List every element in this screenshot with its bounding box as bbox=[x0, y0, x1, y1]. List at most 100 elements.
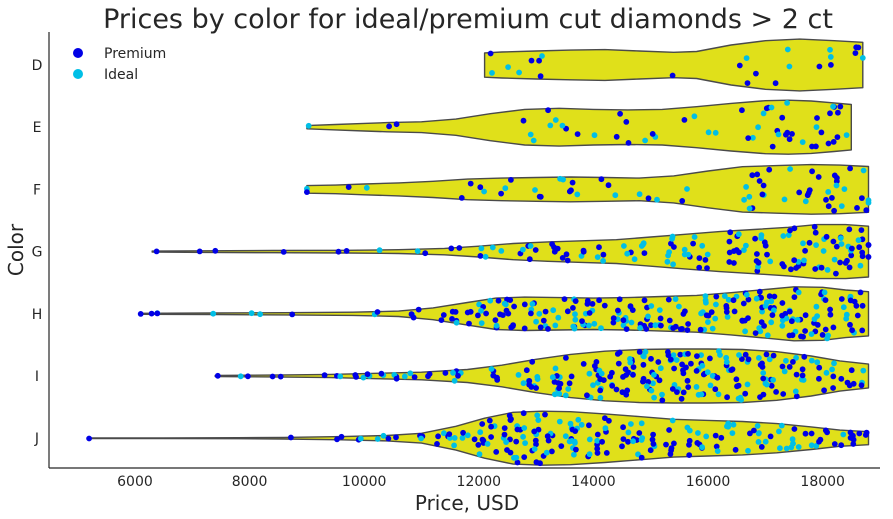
data-point bbox=[703, 312, 710, 319]
data-point bbox=[695, 391, 702, 398]
data-point bbox=[736, 352, 742, 358]
data-point bbox=[786, 136, 793, 143]
data-point bbox=[532, 437, 539, 444]
data-point bbox=[688, 360, 694, 367]
data-point bbox=[572, 316, 579, 323]
data-point bbox=[594, 431, 601, 438]
data-point bbox=[535, 417, 542, 423]
data-point bbox=[850, 441, 857, 447]
data-point bbox=[834, 175, 840, 181]
data-point bbox=[742, 390, 749, 397]
data-point bbox=[777, 445, 783, 452]
data-point bbox=[749, 172, 756, 179]
data-point bbox=[725, 420, 732, 427]
data-point bbox=[572, 428, 579, 434]
data-point bbox=[855, 237, 862, 244]
data-point bbox=[481, 188, 487, 195]
data-point bbox=[288, 434, 294, 441]
data-point bbox=[802, 247, 808, 254]
data-point bbox=[594, 437, 601, 444]
data-point bbox=[600, 258, 606, 264]
data-point bbox=[657, 365, 664, 372]
data-point bbox=[321, 372, 328, 379]
data-point bbox=[684, 424, 691, 431]
data-point bbox=[552, 117, 559, 123]
data-point bbox=[623, 326, 630, 332]
data-point bbox=[712, 129, 719, 136]
data-point bbox=[401, 373, 408, 380]
data-point bbox=[733, 247, 740, 253]
data-point bbox=[659, 391, 665, 398]
data-point bbox=[801, 353, 808, 360]
data-point bbox=[739, 318, 746, 324]
data-point bbox=[269, 373, 276, 380]
data-point bbox=[545, 107, 551, 114]
data-point bbox=[664, 258, 671, 265]
data-point bbox=[762, 438, 769, 445]
data-point bbox=[801, 257, 807, 264]
y-tick-label: I bbox=[35, 369, 39, 385]
data-point bbox=[831, 256, 838, 263]
data-point bbox=[816, 364, 823, 371]
data-point bbox=[451, 435, 458, 441]
data-point bbox=[859, 253, 866, 260]
data-point bbox=[789, 436, 796, 443]
data-point bbox=[811, 223, 818, 230]
data-point bbox=[708, 309, 715, 315]
data-point bbox=[501, 425, 508, 431]
data-point bbox=[514, 459, 521, 466]
data-point bbox=[564, 308, 571, 315]
data-point bbox=[793, 371, 800, 378]
x-axis-label: Price, USD bbox=[415, 491, 519, 515]
data-point bbox=[501, 300, 508, 307]
data-point bbox=[513, 454, 520, 461]
data-point bbox=[784, 100, 790, 106]
data-point bbox=[245, 373, 251, 380]
data-point bbox=[768, 319, 775, 326]
data-point bbox=[768, 104, 775, 111]
data-point bbox=[513, 438, 520, 445]
data-point bbox=[693, 384, 700, 390]
data-point bbox=[713, 301, 719, 308]
data-point bbox=[781, 196, 788, 203]
data-point bbox=[520, 433, 526, 440]
data-point bbox=[600, 251, 607, 258]
data-point bbox=[672, 296, 679, 302]
data-point bbox=[718, 434, 725, 441]
data-point bbox=[614, 351, 621, 357]
data-point bbox=[709, 325, 716, 332]
data-point bbox=[610, 319, 617, 326]
data-point bbox=[843, 132, 850, 139]
data-point bbox=[441, 430, 447, 437]
data-point bbox=[598, 325, 604, 332]
data-point bbox=[651, 371, 657, 378]
data-point bbox=[570, 323, 577, 330]
data-point bbox=[696, 264, 703, 271]
data-point bbox=[855, 44, 862, 51]
data-point bbox=[838, 241, 845, 247]
data-point bbox=[677, 326, 684, 332]
data-point bbox=[568, 373, 575, 380]
data-point bbox=[380, 432, 387, 439]
data-point bbox=[580, 361, 587, 367]
data-point bbox=[542, 308, 549, 315]
data-point bbox=[586, 310, 593, 316]
y-tick-labels: D E F G H I J bbox=[32, 58, 43, 447]
data-point bbox=[831, 441, 838, 447]
data-point bbox=[434, 441, 440, 447]
data-point bbox=[790, 359, 796, 365]
data-point bbox=[536, 57, 542, 64]
data-point bbox=[754, 423, 761, 429]
data-point bbox=[641, 250, 648, 256]
data-point bbox=[505, 310, 512, 317]
data-point bbox=[823, 369, 830, 376]
data-point bbox=[709, 372, 716, 379]
data-point bbox=[694, 353, 700, 359]
data-point bbox=[793, 265, 799, 271]
data-point bbox=[795, 289, 802, 296]
data-point bbox=[210, 310, 217, 317]
data-point bbox=[602, 415, 608, 422]
data-point bbox=[684, 186, 690, 192]
data-point bbox=[451, 442, 457, 449]
data-point bbox=[648, 355, 654, 362]
